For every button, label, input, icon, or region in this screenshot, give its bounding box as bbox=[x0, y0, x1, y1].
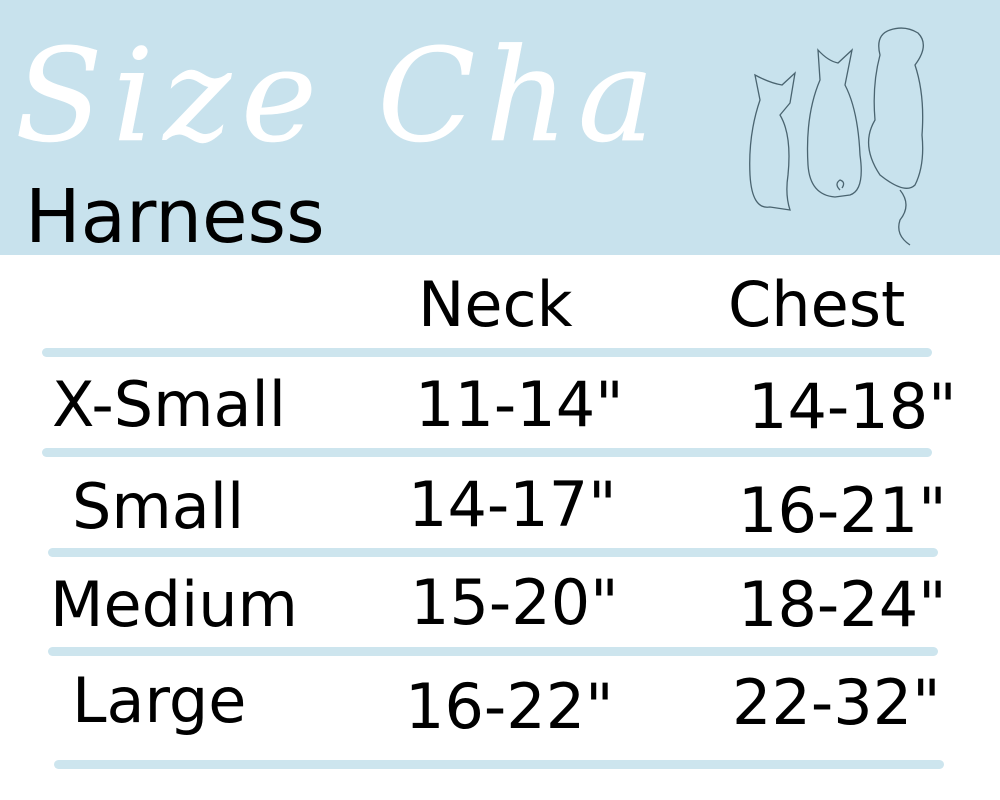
pets-illustration-icon bbox=[749, 27, 924, 246]
script-title: Size Chart bbox=[15, 22, 670, 172]
column-header-chest: Chest bbox=[728, 268, 906, 341]
column-header-neck: Neck bbox=[418, 268, 573, 341]
divider bbox=[54, 760, 944, 769]
chest-value: 18-24" bbox=[738, 568, 947, 641]
size-label: Small bbox=[72, 470, 245, 543]
divider bbox=[48, 548, 938, 557]
divider bbox=[42, 348, 932, 357]
size-label: X-Small bbox=[52, 368, 286, 441]
neck-value: 15-20" bbox=[410, 566, 619, 639]
size-label: Large bbox=[72, 664, 247, 737]
script-title-text: Size Chart bbox=[15, 22, 670, 171]
subtitle: Harness bbox=[25, 174, 325, 260]
size-label: Medium bbox=[50, 568, 298, 641]
chest-value: 16-21" bbox=[738, 474, 947, 547]
divider bbox=[42, 448, 932, 457]
divider bbox=[48, 647, 938, 656]
neck-value: 11-14" bbox=[415, 368, 624, 441]
chest-value: 22-32" bbox=[732, 666, 941, 739]
chest-value: 14-18" bbox=[748, 370, 957, 443]
neck-value: 16-22" bbox=[405, 670, 614, 743]
neck-value: 14-17" bbox=[408, 468, 617, 541]
header-banner: Size Chart Harness bbox=[0, 0, 1000, 260]
